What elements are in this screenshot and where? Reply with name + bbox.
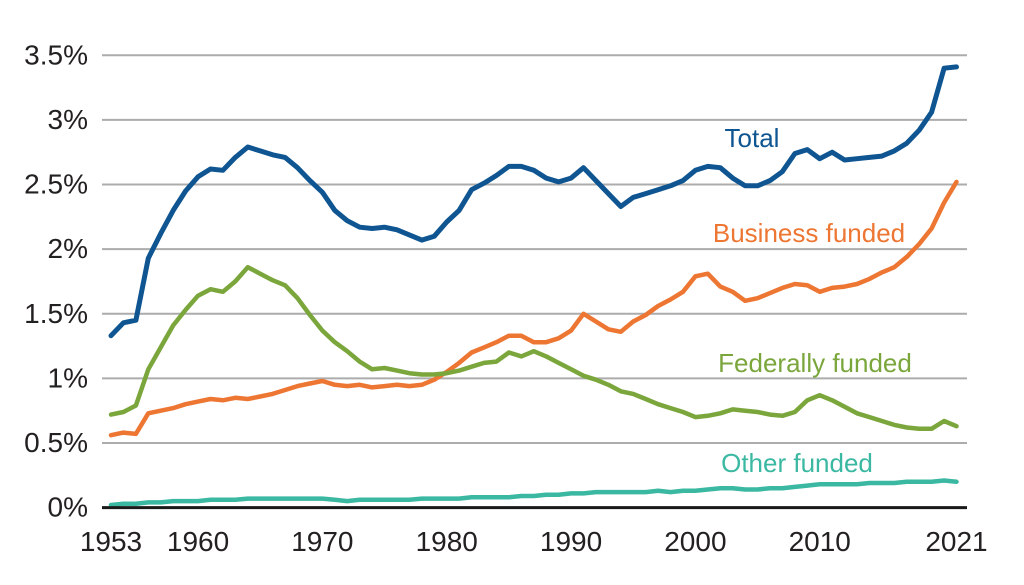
y-tick-label-1.5%: 1.5% (24, 298, 88, 329)
x-tick-label-1960: 1960 (167, 526, 229, 557)
y-tick-label-0%: 0% (48, 492, 88, 523)
gridlines (102, 54, 967, 444)
y-tick-label-2%: 2% (48, 233, 88, 264)
business_funded-label: Business funded (713, 218, 905, 248)
federally_funded-label: Federally funded (718, 348, 912, 378)
other_funded-label: Other funded (721, 448, 873, 478)
x-tick-label-2000: 2000 (664, 526, 726, 557)
x-tick-label-2010: 2010 (789, 526, 851, 557)
series-inline-labels: Total Business funded Federally funded Othe… (713, 123, 912, 478)
y-tick-label-1%: 1% (48, 362, 88, 393)
y-tick-label-3%: 3% (48, 104, 88, 135)
x-tick-label-2021: 2021 (925, 526, 987, 557)
other_funded-line (108, 478, 959, 508)
y-tick-label-0.5%: 0.5% (24, 427, 88, 458)
y-tick-label-2.5%: 2.5% (24, 169, 88, 200)
federally_funded-line (108, 264, 959, 432)
x-tick-label-1980: 1980 (416, 526, 478, 557)
y-tick-label-3.5%: 3.5% (24, 39, 88, 70)
series-lines (108, 64, 959, 508)
total-line (108, 64, 959, 339)
total-label: Total (725, 123, 780, 153)
x-tick-label-1953: 1953 (80, 526, 142, 557)
business_funded-line (108, 179, 959, 438)
x-tick-label-1990: 1990 (540, 526, 602, 557)
x-tick-label-1970: 1970 (291, 526, 353, 557)
x-axis-tick-labels: 1953 1960 1970 1980 1990 2000 2010 2021 (80, 526, 988, 557)
y-axis-tick-labels: 3.5% 3% 2.5% 2% 1.5% 1% 0.5% 0% (24, 39, 88, 522)
